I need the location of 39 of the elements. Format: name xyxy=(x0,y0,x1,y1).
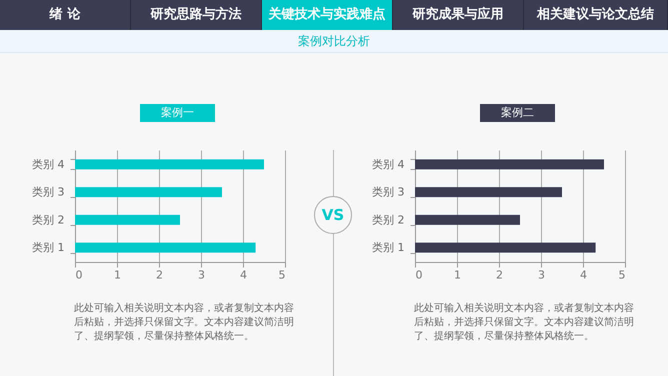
y-tick-label: 类别 1 xyxy=(32,241,64,254)
text: 案例对比分析 xyxy=(0,30,668,53)
text: VS xyxy=(314,196,352,234)
bar xyxy=(75,242,256,253)
bar xyxy=(75,187,222,198)
chart-title: 案例一 xyxy=(140,104,215,122)
y-tick-label: 类别 4 xyxy=(32,158,64,171)
text: 关键技术与实践难点 xyxy=(262,0,393,30)
x-tick-label: 3 xyxy=(198,268,205,282)
y-tick-label: 类别 3 xyxy=(32,186,64,199)
bar xyxy=(415,242,596,253)
x-tick-label: 1 xyxy=(454,268,461,282)
text: 相关建议与论文总结 xyxy=(524,0,668,30)
text: 研究思路与方法 xyxy=(131,0,262,30)
y-tick-label: 类别 4 xyxy=(372,158,404,171)
x-tick-label: 2 xyxy=(496,268,503,282)
x-tick-label: 4 xyxy=(240,268,247,282)
x-tick-label: 4 xyxy=(580,268,587,282)
text: 研究成果与应用 xyxy=(393,0,524,30)
bar xyxy=(75,214,180,225)
text: 此处可输入相关说明文本内容，或者复制文本内容后粘贴，并选择只保留文字。文本内容建议简洁明了、提纲挈领，尽量保持整体风格统一。 xyxy=(74,302,295,344)
x-tick-label: 3 xyxy=(538,268,545,282)
y-tick-label: 类别 3 xyxy=(372,186,404,199)
bar xyxy=(75,159,264,170)
x-tick-label: 0 xyxy=(416,268,422,282)
text: 此处可输入相关说明文本内容，或者复制文本内容后粘贴，并选择只保留文字。文本内容建议简洁明了、提纲挈领，尽量保持整体风格统一。 xyxy=(414,302,635,344)
bar xyxy=(415,187,562,198)
chart-title: 案例二 xyxy=(480,104,555,122)
x-tick-label: 5 xyxy=(278,268,286,282)
y-tick-label: 类别 1 xyxy=(372,241,404,254)
y-tick-label: 类别 2 xyxy=(372,213,404,226)
bar xyxy=(415,159,604,170)
x-tick-label: 0 xyxy=(76,268,82,282)
x-tick-label: 2 xyxy=(156,268,163,282)
y-tick-label: 类别 2 xyxy=(32,213,64,226)
x-tick-label: 5 xyxy=(618,268,626,282)
bar xyxy=(415,214,520,225)
text: 绪 论 xyxy=(0,0,131,30)
x-tick-label: 1 xyxy=(114,268,121,282)
